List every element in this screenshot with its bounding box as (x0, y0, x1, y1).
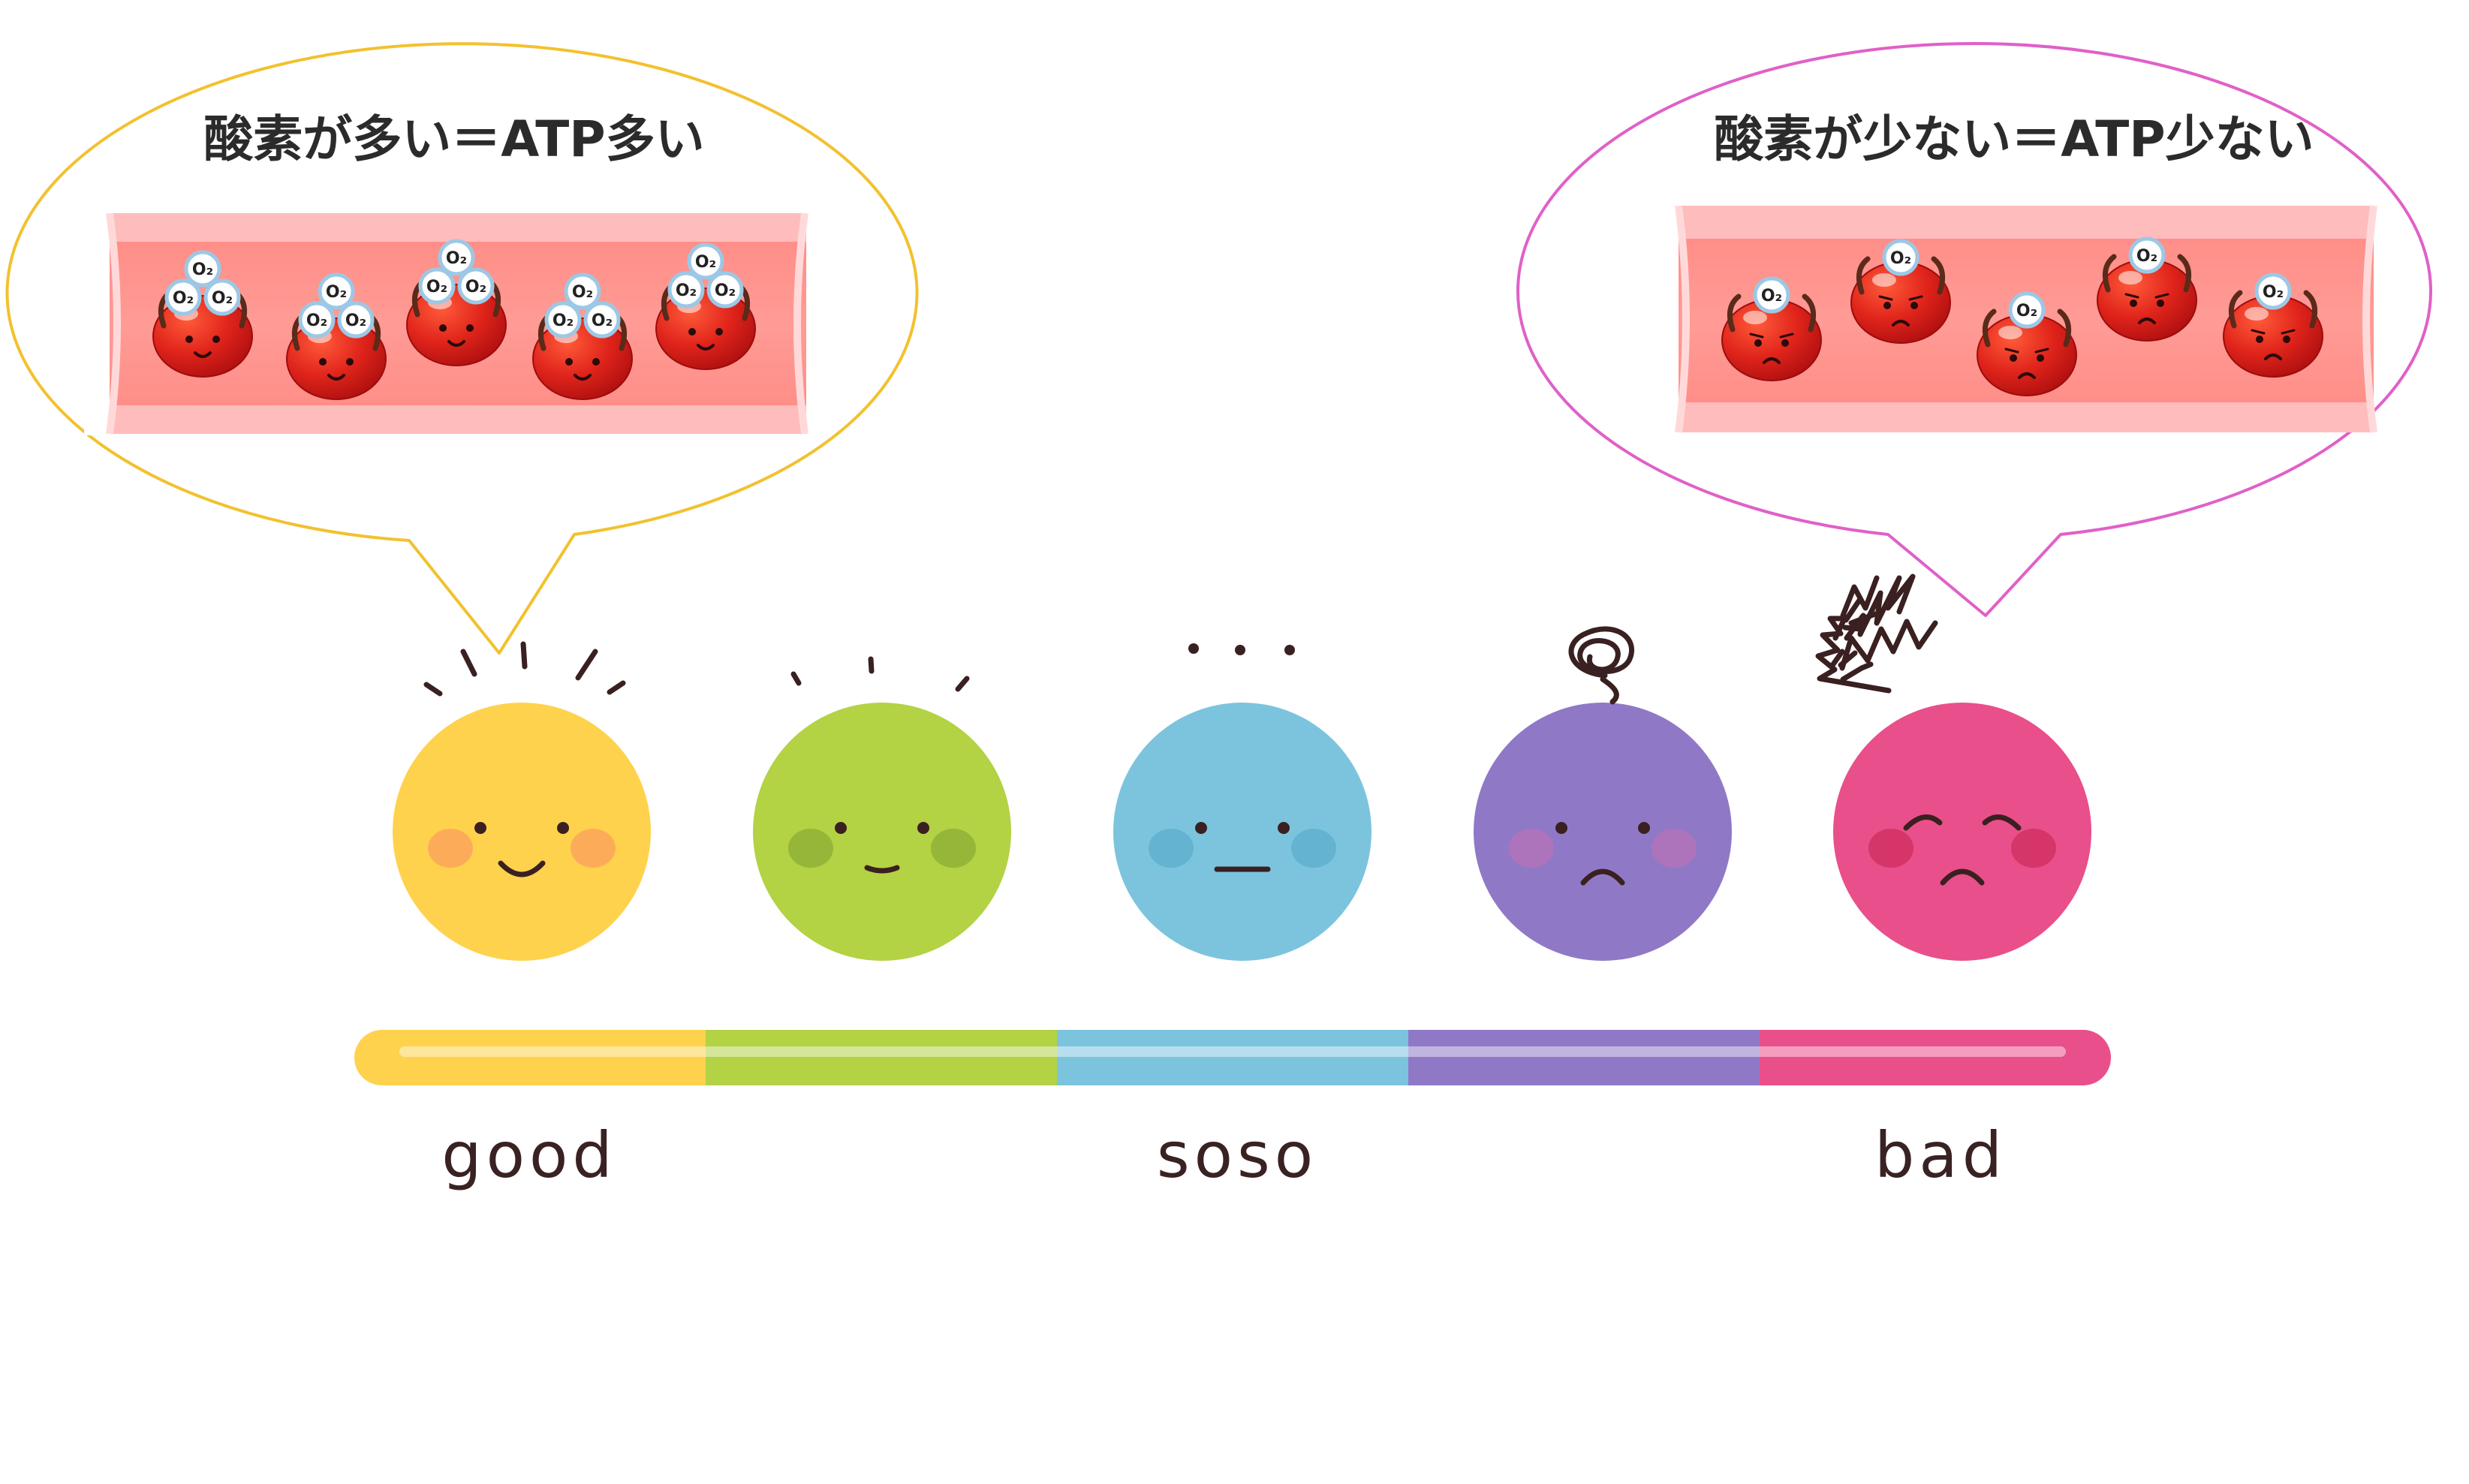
oxygen-molecule-icon: O₂ (583, 301, 621, 339)
callout-low-oxygen: 酸素が少ない＝ATP少ない O₂ O₂ O₂ O₂ O₂ (1516, 42, 2432, 617)
scale-segment (1760, 1030, 2111, 1085)
svg-text:O₂: O₂ (2136, 247, 2157, 266)
svg-text:O₂: O₂ (446, 249, 467, 268)
face-bad-icon (1833, 703, 2091, 961)
red-blood-cells-sad: O₂ O₂ O₂ O₂ O₂ (1721, 236, 2323, 396)
face-meh-icon (1474, 703, 1732, 961)
red-blood-cell: O₂ (1721, 276, 1822, 381)
red-blood-cell: O₂ O₂ O₂ (152, 250, 253, 378)
label-bad: bad (1874, 1118, 2007, 1192)
face-fine-icon (753, 703, 1011, 961)
oxygen-molecule-icon: O₂ (164, 278, 202, 316)
oxygen-molecule-icon: O₂ (564, 272, 601, 310)
oxygen-molecule-icon: O₂ (337, 301, 375, 339)
mood-faces (393, 703, 2091, 961)
red-blood-cell: O₂ O₂ O₂ (655, 242, 756, 370)
svg-text:O₂: O₂ (345, 312, 366, 330)
oxygen-molecule-icon: O₂ (457, 267, 495, 305)
svg-text:O₂: O₂ (676, 281, 697, 300)
sparkle-lines-icon (423, 641, 626, 697)
oxygen-molecule-icon: O₂ (418, 267, 456, 305)
svg-text:O₂: O₂ (465, 278, 486, 296)
small-ticks-icon (790, 656, 970, 692)
svg-text:O₂: O₂ (2016, 302, 2037, 321)
red-blood-cell: O₂ (2097, 236, 2197, 342)
svg-text:O₂: O₂ (572, 283, 593, 302)
oxygen-molecule-icon: O₂ (687, 242, 724, 280)
svg-text:O₂: O₂ (326, 283, 347, 302)
oxygen-molecule-icon: O₂ (544, 301, 582, 339)
red-blood-cells-happy: O₂ O₂ O₂ O₂ O₂ O₂ O₂ O₂ O₂ O₂ O₂ O₂ O₂ O₂ O₂ (152, 239, 756, 400)
svg-text:O₂: O₂ (695, 253, 716, 272)
svg-text:O₂: O₂ (553, 312, 574, 330)
stress-zigzag-icon (1830, 573, 1938, 682)
red-blood-cell: O₂ O₂ O₂ (532, 272, 633, 400)
oxygen-molecule-icon: O₂ (1882, 239, 1919, 276)
stress-zigzag-left-icon (1815, 616, 1892, 694)
oxygen-molecule-icon: O₂ (438, 239, 475, 276)
oxygen-molecule-icon: O₂ (318, 272, 355, 310)
scale-segment (354, 1030, 706, 1085)
red-blood-cell: O₂ O₂ O₂ (286, 272, 387, 400)
red-blood-cell: O₂ (1850, 239, 1951, 344)
red-blood-cell: O₂ (2223, 272, 2323, 378)
label-good: good (441, 1118, 616, 1192)
svg-text:O₂: O₂ (306, 312, 327, 330)
oxygen-molecule-icon: O₂ (184, 250, 221, 287)
face-decorations (423, 573, 1938, 705)
label-soso: soso (1157, 1118, 1317, 1192)
ellipsis-dots-icon (1188, 643, 1295, 655)
confused-scribble-icon (1568, 626, 1635, 705)
svg-text:O₂: O₂ (173, 289, 194, 308)
red-blood-cell: O₂ (1977, 291, 2077, 396)
svg-text:O₂: O₂ (426, 278, 447, 296)
mood-scale-bar (354, 1030, 2111, 1085)
face-soso-icon (1113, 703, 1371, 961)
svg-text:O₂: O₂ (2263, 283, 2284, 302)
oxygen-molecule-icon: O₂ (706, 271, 744, 309)
svg-text:O₂: O₂ (715, 281, 736, 300)
oxygen-molecule-icon: O₂ (298, 301, 336, 339)
svg-text:O₂: O₂ (1890, 249, 1911, 268)
oxygen-molecule-icon: O₂ (667, 271, 705, 309)
red-blood-cell: O₂ O₂ O₂ (406, 239, 507, 366)
scale-segment (1057, 1030, 1409, 1085)
callout-low-oxygen-title: 酸素が少ない＝ATP少ない (1714, 110, 2314, 168)
svg-text:O₂: O₂ (212, 289, 233, 308)
scale-segment (706, 1030, 1058, 1085)
svg-text:O₂: O₂ (1761, 287, 1782, 306)
callout-high-oxygen-title: 酸素が多い＝ATP多い (203, 110, 704, 168)
oxygen-molecule-icon: O₂ (2254, 272, 2292, 310)
svg-text:O₂: O₂ (192, 260, 213, 279)
oxygen-molecule-icon: O₂ (1753, 276, 1790, 314)
oxygen-molecule-icon: O₂ (2008, 291, 2046, 329)
oxygen-molecule-icon: O₂ (203, 278, 241, 316)
svg-text:O₂: O₂ (592, 312, 613, 330)
scale-highlight (399, 1046, 2066, 1057)
scale-labels: good soso bad (441, 1118, 2007, 1192)
face-good-icon (393, 703, 651, 961)
oxygen-molecule-icon: O₂ (2128, 236, 2166, 274)
scale-segment (1408, 1030, 1760, 1085)
